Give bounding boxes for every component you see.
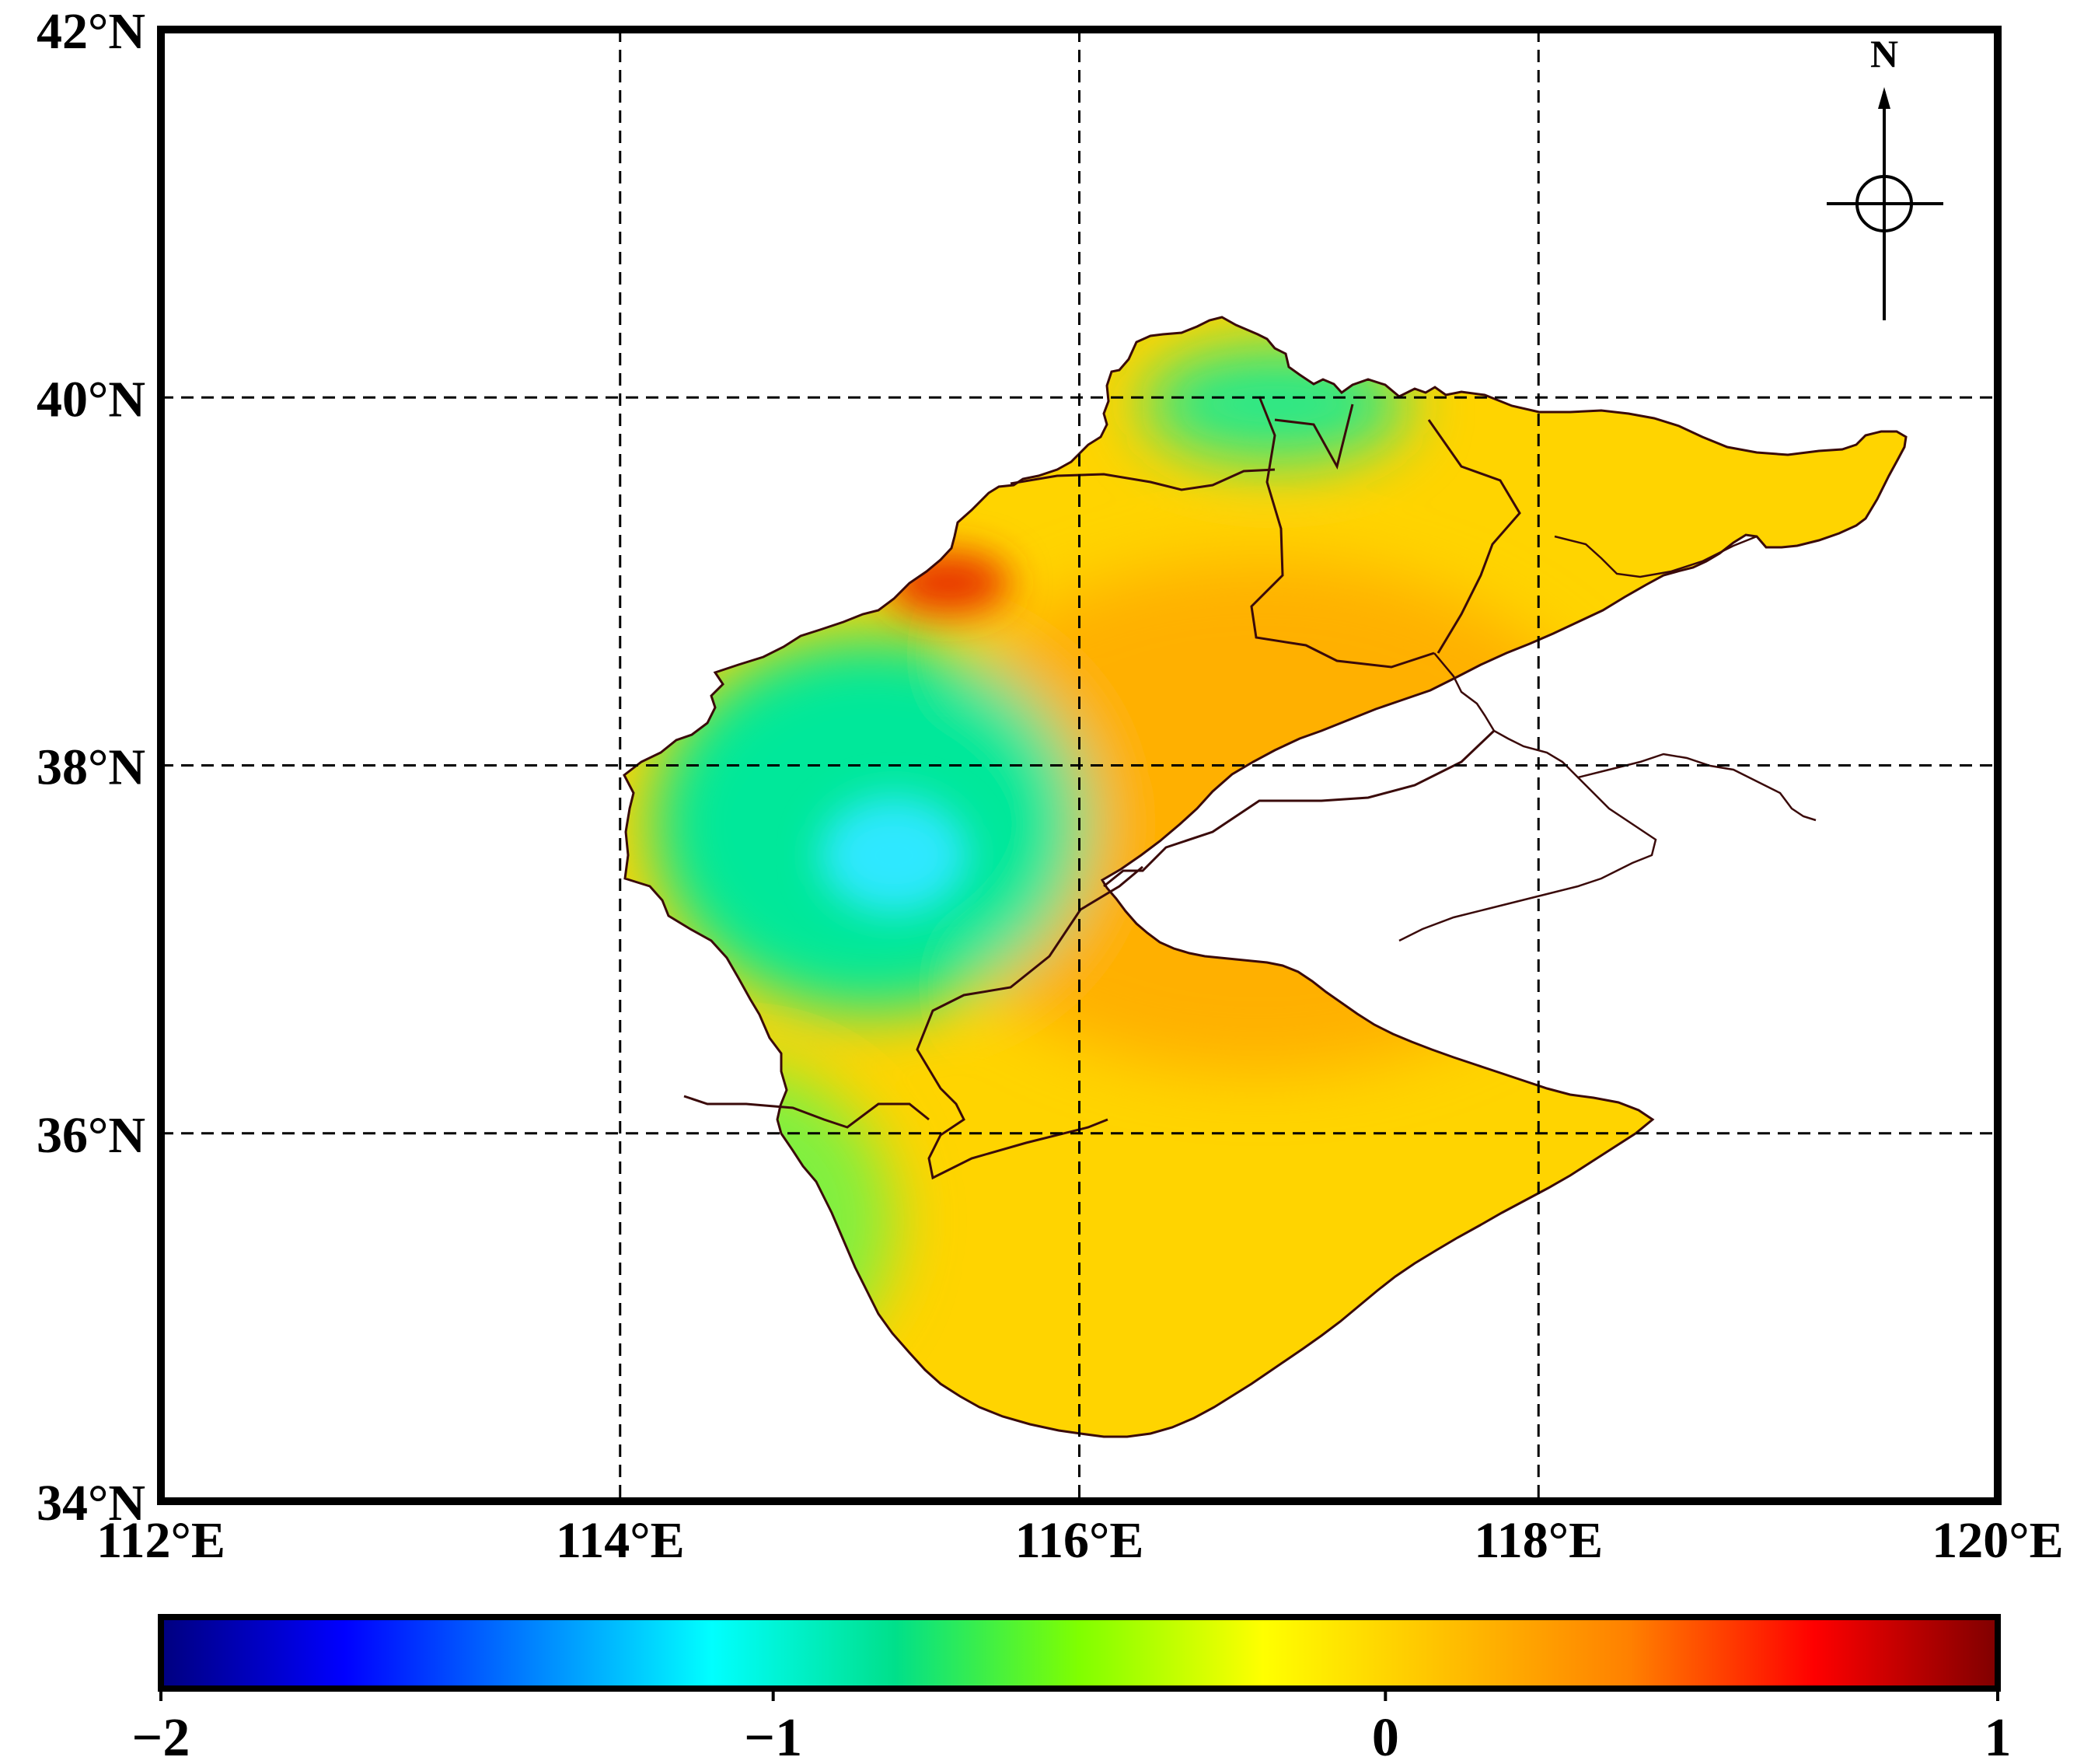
boundary-line xyxy=(916,865,1143,1180)
boundary-line xyxy=(1010,468,1276,491)
latitude-tick-label: 36°N xyxy=(37,1107,145,1164)
north-arrow-head xyxy=(1878,87,1890,109)
colorbar-bar xyxy=(158,1614,2001,1692)
colorbar: −2 −1 0 1 xyxy=(132,1614,2012,1764)
longitude-tick-label: 120°E xyxy=(1932,1512,2063,1569)
low-center xyxy=(820,797,968,913)
region-boundary xyxy=(623,316,1908,1438)
latitude-tick-label: 38°N xyxy=(37,739,145,796)
coastline-south xyxy=(1398,777,1657,942)
colorbar-tick-label: 0 xyxy=(1372,1708,1399,1764)
colorbar-tick-label: 1 xyxy=(1985,1708,2012,1764)
coastline-bay xyxy=(1433,652,1817,822)
north-label: N xyxy=(1870,32,1898,75)
longitude-tick-label: 112°E xyxy=(96,1512,225,1569)
boundary-line xyxy=(1250,396,1435,669)
coastline xyxy=(1398,535,1817,942)
north-arrow: N xyxy=(1827,32,1943,320)
latitude-tick-label: 34°N xyxy=(37,1475,145,1532)
map-border xyxy=(157,26,2002,1505)
longitude-tick-label: 118°E xyxy=(1474,1512,1603,1569)
compass-circle xyxy=(1855,175,1913,232)
longitude-tick-label: 116°E xyxy=(1015,1512,1144,1569)
latitude-labels: 34°N 36°N 38°N 40°N 42°N xyxy=(37,3,145,1532)
coastline-north xyxy=(1554,535,1758,578)
boundary-line xyxy=(1427,419,1521,654)
colorbar-ticks: −2 −1 0 1 xyxy=(132,1689,2012,1764)
internal-boundaries xyxy=(683,396,1521,1180)
longitude-tick-label: 114°E xyxy=(556,1512,685,1569)
gridlines xyxy=(161,30,1998,1501)
latitude-tick-label: 42°N xyxy=(37,3,145,60)
latitude-tick-label: 40°N xyxy=(37,371,145,428)
boundary-line xyxy=(1274,403,1354,470)
colorbar-tick-label: −1 xyxy=(744,1708,802,1764)
colorbar-tick-label: −2 xyxy=(132,1708,190,1764)
boundary-line xyxy=(683,1095,930,1129)
longitude-labels: 112°E 114°E 116°E 118°E 120°E xyxy=(96,1512,2064,1569)
